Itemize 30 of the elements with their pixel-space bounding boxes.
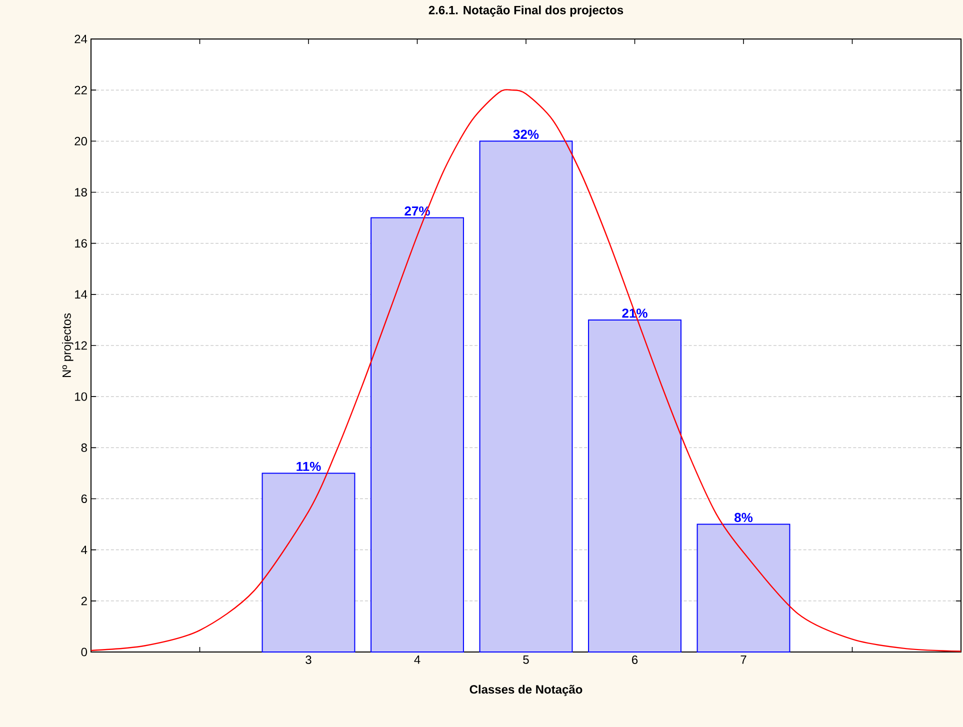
bar [696, 524, 790, 652]
bar [370, 217, 464, 652]
y-tick-label: 8 [81, 443, 87, 452]
x-tick-label: 7 [740, 656, 746, 664]
y-tick-label: 20 [74, 136, 88, 146]
y-axis-title: Nº projectos [62, 313, 74, 378]
annotation: 8% [734, 512, 753, 522]
line-series [90, 89, 962, 652]
y-tick-label: 0 [81, 648, 88, 656]
y-tick-label: 6 [81, 494, 87, 504]
x-axis-title: Classes de Notação [470, 684, 582, 696]
annotation: 32% [513, 130, 539, 139]
y-tick-label: 14 [75, 290, 88, 299]
y-tick-label: 18 [75, 188, 87, 196]
y-tick-label: 4 [81, 546, 88, 554]
bar [479, 140, 573, 652]
y-tick-label: 16 [75, 239, 87, 248]
x-tick-label: 3 [306, 656, 312, 664]
annotation: 11% [296, 462, 321, 472]
y-tick-label: 2 [81, 596, 87, 606]
x-tick-label: 4 [414, 656, 420, 664]
chart-title: 2.6.1. Notação Final dos projectos [428, 6, 624, 17]
y-tick-label: 12 [75, 341, 87, 350]
y-tick-label: 24 [74, 34, 88, 44]
y-tick-label: 10 [75, 392, 88, 401]
x-tick-label: 6 [632, 656, 638, 664]
x-tick-label: 5 [523, 656, 529, 664]
y-tick-label: 22 [74, 86, 87, 94]
bar [262, 472, 356, 652]
bar [588, 319, 682, 652]
